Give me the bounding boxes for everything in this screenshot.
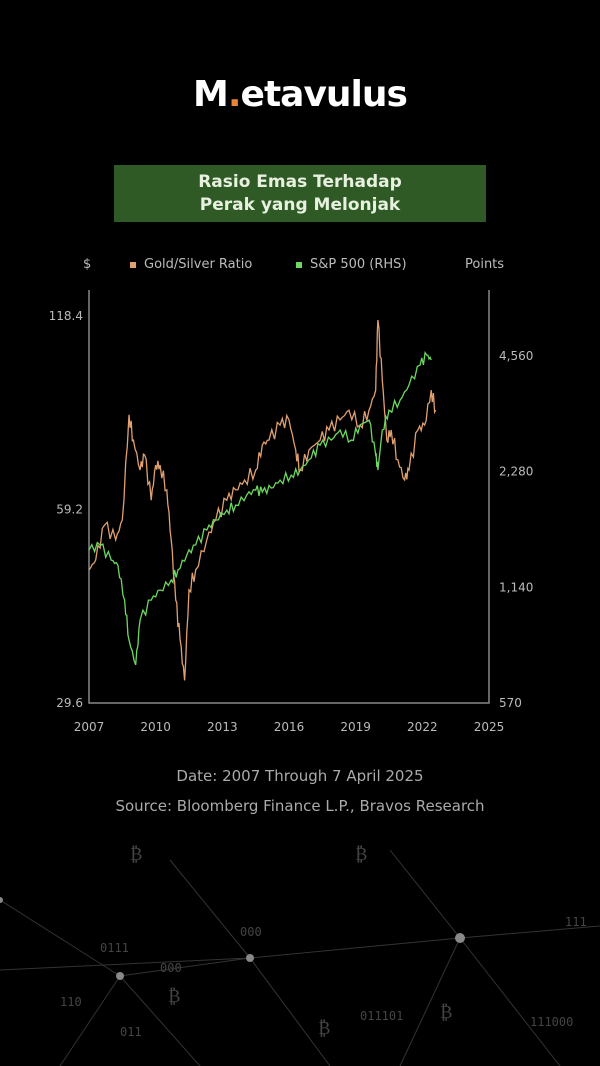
x-tick-label: 2016 (274, 720, 305, 734)
right-tick-label: 570 (499, 696, 522, 710)
brand-logo: M.etavulus (193, 74, 408, 115)
left-tick-label: 29.6 (56, 696, 83, 710)
svg-text:111: 111 (565, 915, 587, 929)
svg-text:000: 000 (160, 961, 182, 975)
source-note: Source: Bloomberg Finance L.P., Bravos R… (115, 797, 485, 815)
svg-text:011101: 011101 (360, 1009, 403, 1023)
x-tick-label: 2013 (207, 720, 238, 734)
network-background: 0111 000 000 011101 111 011 110 111000 ₿ ₿ ₿ ₿ ₿ (0, 844, 600, 1066)
x-tick-label: 2025 (474, 720, 505, 734)
svg-text:011: 011 (120, 1025, 142, 1039)
x-tick-label: 2019 (340, 720, 371, 734)
legend-swatch-gold (130, 261, 136, 268)
svg-text:111000: 111000 (530, 1015, 573, 1029)
x-tick-label: 2010 (140, 720, 171, 734)
svg-text:₿: ₿ (355, 844, 367, 865)
left-tick-label: 59.2 (56, 503, 83, 517)
legend-label: S&P 500 (RHS) (310, 257, 407, 272)
svg-text:₿: ₿ (440, 1002, 452, 1023)
svg-text:₿: ₿ (130, 844, 142, 865)
svg-text:000: 000 (240, 925, 262, 939)
left-axis-label: $ (83, 257, 92, 272)
svg-text:0111: 0111 (100, 941, 129, 955)
right-tick-label: 1,140 (499, 580, 533, 594)
x-tick-label: 2007 (74, 720, 105, 734)
sp500-line (88, 350, 432, 666)
chart-svg: 118.4 59.2 29.6 4,560 2,280 1,140 570 2007 2010 2… (49, 290, 533, 734)
chart-title: Rasio Emas Terhadap Perak yang Melonjak (114, 165, 486, 222)
gold-silver-ratio-line (88, 319, 437, 681)
x-tick-label: 2022 (407, 720, 438, 734)
right-axis-label: Points (465, 257, 505, 272)
legend-gold-silver: Gold/Silver Ratio (130, 257, 252, 272)
svg-text:₿: ₿ (318, 1018, 330, 1039)
legend-sp500: S&P 500 (RHS) (296, 257, 407, 272)
svg-text:110: 110 (60, 995, 82, 1009)
svg-text:₿: ₿ (168, 986, 180, 1007)
legend-swatch-sp500 (296, 261, 302, 268)
axis-frame (88, 290, 490, 704)
left-tick-label: 118.4 (49, 309, 83, 323)
legend-label: Gold/Silver Ratio (144, 257, 253, 272)
title-line-1: Rasio Emas Terhadap (198, 171, 402, 192)
right-tick-label: 2,280 (499, 465, 533, 479)
title-line-2: Perak yang Melonjak (199, 194, 401, 215)
right-tick-label: 4,560 (499, 349, 533, 363)
date-note: Date: 2007 Through 7 April 2025 (176, 767, 424, 785)
